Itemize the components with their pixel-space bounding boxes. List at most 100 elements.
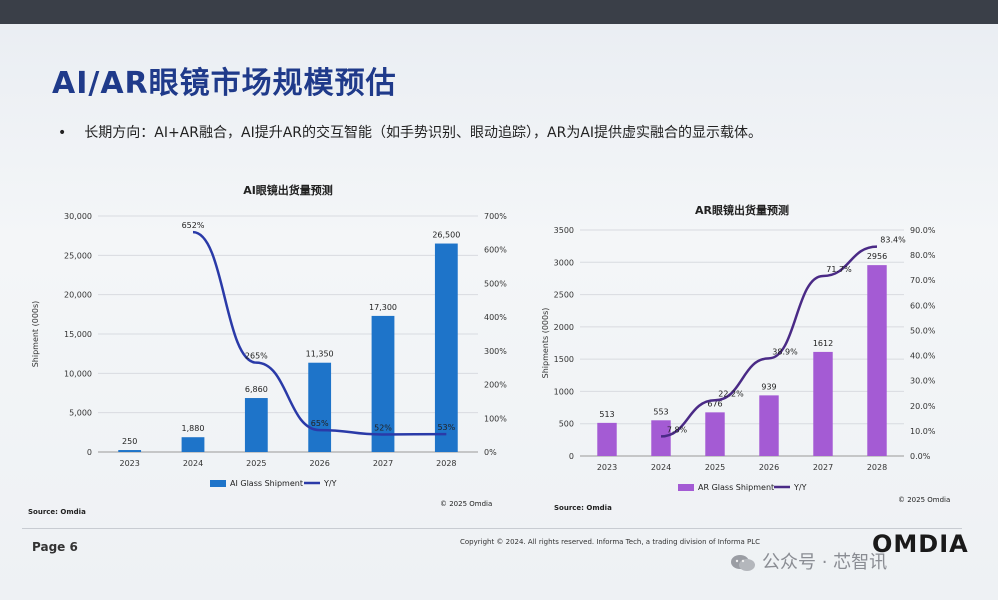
y2-tick-label: 400% [484,313,507,322]
y2-tick-label: 90.0% [910,226,936,235]
bar-value-label: 513 [599,410,614,419]
y-tick-label: 30,000 [64,212,92,221]
yy-value-label: 52% [374,423,392,432]
y2-tick-label: 20.0% [910,402,936,411]
y2-tick-label: 50.0% [910,326,936,335]
slide-title: AI/AR眼镜市场规模预估 [52,66,397,101]
yy-line [660,245,878,438]
legend-bar-swatch [210,480,226,487]
source-note: Source: Omdia [28,508,86,516]
bar-value-label: 2956 [867,252,887,261]
x-tick-label: 2028 [436,459,456,468]
watermark-text: 公众号 · 芯智讯 [762,552,888,573]
yy-value-label: 65% [311,419,329,428]
y2-tick-label: 100% [484,414,507,423]
chart-title: AI眼镜出货量预测 [243,183,333,197]
footer-divider [22,528,962,529]
y2-tick-label: 30.0% [910,377,936,386]
omdia-logo: OMDIA [872,530,969,558]
bar [813,351,833,456]
yy-value-label: 53% [437,423,455,432]
bullet-point: • 长期方向：AI+AR融合，AI提升AR的交互智能（如手势识别、眼动追踪），AR… [58,122,762,142]
legend-line-label: Y/Y [793,483,807,492]
yy-value-label: 38.9% [772,347,798,356]
x-tick-label: 2023 [597,463,617,472]
x-tick-label: 2028 [867,463,887,472]
y-tick-label: 25,000 [64,251,92,260]
y2-tick-label: 200% [484,381,507,390]
y-tick-label: 2000 [554,323,574,332]
yy-value-label: 7.8% [667,425,688,434]
bar-value-label: 1612 [813,339,833,348]
bar [759,395,779,456]
y-tick-label: 5,000 [69,409,92,418]
y-tick-label: 3000 [554,258,574,267]
bar [244,398,268,452]
y-tick-label: 2500 [554,291,574,300]
bar [118,450,142,452]
bar-value-label: 17,300 [369,303,397,312]
bar-value-label: 11,350 [306,350,334,359]
y-tick-label: 3500 [554,226,574,235]
legend-line-label: Y/Y [323,479,337,488]
y2-tick-label: 60.0% [910,301,936,310]
source-note: Source: Omdia [554,504,612,512]
x-tick-label: 2023 [119,459,139,468]
y2-tick-label: 600% [484,246,507,255]
y2-tick-label: 0% [484,448,497,457]
bar [705,412,725,456]
bullet-text: 长期方向：AI+AR融合，AI提升AR的交互智能（如手势识别、眼动追踪），AR为… [84,125,763,141]
yy-value-label: 83.4% [880,236,906,245]
credit-note: © 2025 Omdia [898,496,950,504]
ar-glass-chart: AR眼镜出货量预测 0 500 1000 1500 2000 2500 3000 3500 0.0… [541,203,950,512]
x-tick-label: 2025 [246,459,266,468]
bar [371,315,395,452]
bar [308,362,332,452]
bar [181,437,205,452]
x-tick-label: 2025 [705,463,725,472]
y-tick-label: 1500 [554,355,574,364]
y-tick-label: 20,000 [64,291,92,300]
yy-value-label: 71.7% [826,265,852,274]
y2-tick-label: 0.0% [910,452,931,461]
x-tick-label: 2026 [759,463,779,472]
ai-glass-chart: AI眼镜出货量预测 0 5,000 10,000 15,000 20,000 25,000 3… [28,183,507,516]
chart-title: AR眼镜出货量预测 [695,203,789,217]
legend-bar-label: AR Glass Shipment [698,483,774,492]
y-axis-label: Shipment (000s) [31,301,40,368]
y2-tick-label: 70.0% [910,276,936,285]
yy-value-label: 22.2% [718,389,744,398]
bar-value-label: 6,860 [245,385,268,394]
y-tick-label: 10,000 [64,369,92,378]
bar-value-label: 553 [653,407,668,416]
copyright-text: Copyright © 2024. All rights reserved. I… [460,538,761,546]
y-tick-label: 500 [559,420,574,429]
bar [867,265,887,456]
bullet-dot-icon: • [58,125,67,141]
x-tick-label: 2027 [813,463,833,472]
bar-value-label: 939 [761,382,776,391]
x-tick-label: 2024 [651,463,671,472]
bar-value-label: 676 [707,399,722,408]
bar [434,243,458,452]
y2-tick-label: 500% [484,279,507,288]
legend-bar-swatch [678,484,694,491]
bar [597,422,617,456]
yy-value-label: 265% [245,352,268,361]
x-tick-label: 2026 [309,459,329,468]
credit-note: © 2025 Omdia [440,500,492,508]
bar-value-label: 1,880 [182,424,205,433]
page-number: Page 6 [32,540,78,554]
bar [651,420,671,456]
wechat-icon [731,555,755,571]
bar-value-label: 26,500 [432,231,460,240]
y-axis-label: Shipments (000s) [541,308,550,379]
y2-tick-label: 300% [484,347,507,356]
bar-value-label: 250 [122,437,137,446]
legend-bar-label: AI Glass Shipment [230,479,303,488]
yy-value-label: 652% [182,221,205,230]
y-tick-label: 0 [87,448,92,457]
y2-tick-label: 40.0% [910,352,936,361]
y-tick-label: 0 [569,452,574,461]
